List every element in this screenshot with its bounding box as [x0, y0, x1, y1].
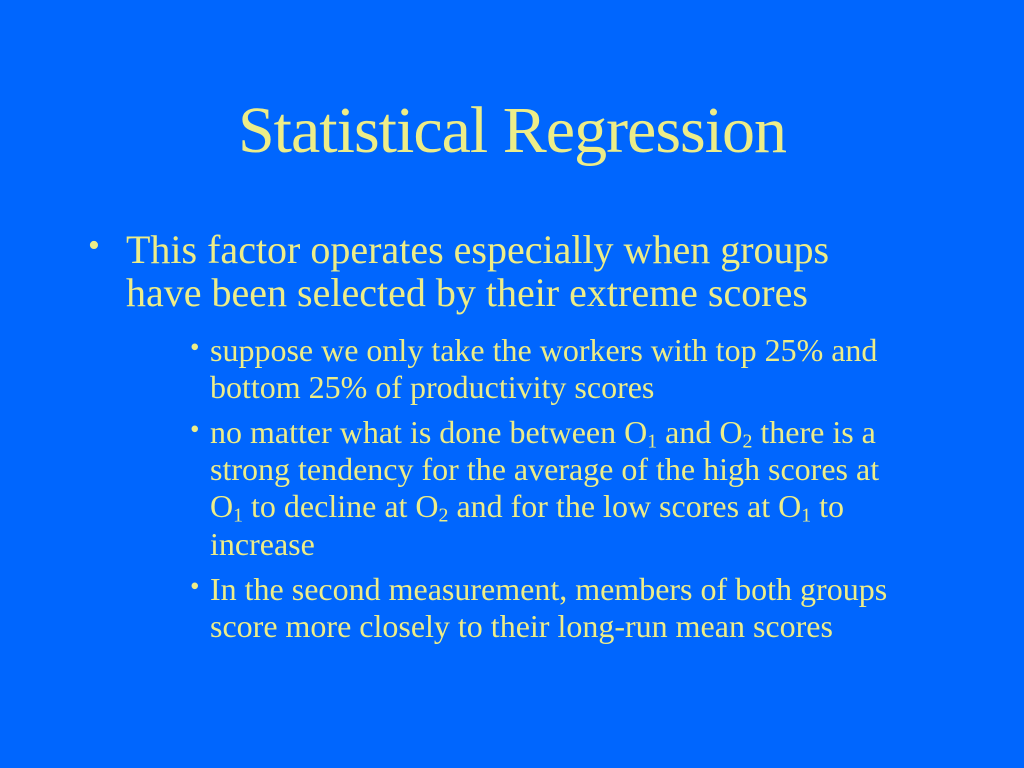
bullet-marker: •: [190, 570, 200, 601]
bullet-marker: •: [88, 226, 100, 264]
bullet-item-1: • This factor operates especially when g…: [88, 226, 1024, 315]
bullet-item-3: • no matter what is done between O1 and …: [190, 414, 1024, 562]
bullet-text: suppose we only take the workers with to…: [210, 331, 878, 406]
bullet-text: In the second measurement, members of bo…: [210, 570, 888, 644]
bullet-text: no matter what is done between O1 and O2…: [210, 414, 880, 562]
bullet-marker: •: [190, 414, 200, 445]
page-title: Statistical Regression: [237, 94, 787, 167]
bullet-marker: •: [190, 331, 200, 362]
bullet-item-2: • suppose we only take the workers with …: [190, 332, 1024, 406]
bullet-text: This factor operates especially when gro…: [126, 226, 830, 315]
bullet-item-4: • In the second measurement, members of …: [190, 571, 1024, 645]
bullet-list: • This factor operates especially when g…: [0, 226, 1024, 645]
